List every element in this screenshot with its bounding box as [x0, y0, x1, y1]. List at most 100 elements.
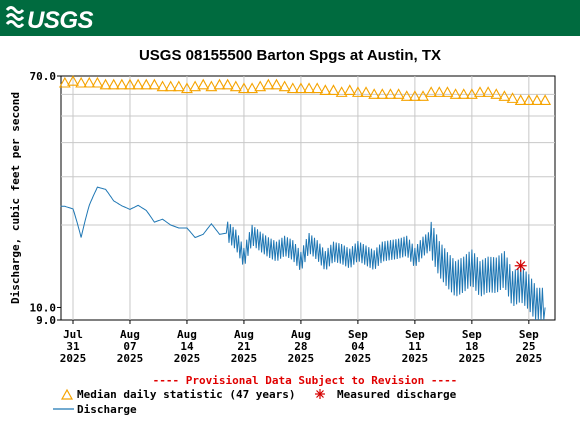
median-point: [457, 88, 470, 99]
median-point: [75, 76, 88, 88]
discharge-series: [60, 186, 546, 321]
x-tick-label-line: 2025: [60, 352, 87, 365]
median-point: [351, 86, 364, 97]
median-point: [83, 76, 96, 88]
median-point: [205, 80, 218, 92]
median-point: [172, 80, 185, 92]
median-point: [490, 88, 503, 99]
triangle-marker-icon: [60, 388, 74, 400]
x-tick-label-line: 14: [180, 340, 194, 353]
x-tick-label-line: 2025: [231, 352, 258, 365]
median-point: [514, 94, 527, 105]
usgs-wave-icon: [5, 6, 25, 28]
median-point: [140, 78, 153, 90]
plot-grid: [61, 76, 555, 320]
median-point: [311, 82, 324, 94]
median-point: [343, 84, 356, 95]
x-tick-label-line: 07: [123, 340, 136, 353]
legend-item-median: Median daily statistic (47 years): [60, 388, 296, 401]
x-tick-label-line: Aug: [120, 328, 140, 341]
x-tick-label-line: 2025: [174, 352, 201, 365]
x-tick-label-line: 2025: [402, 352, 429, 365]
measured-point: [514, 259, 527, 272]
x-tick-label-line: Sep: [405, 328, 425, 341]
median-point: [156, 80, 169, 92]
x-axis-ticks: Jul312025Aug072025Aug142025Aug212025Aug2…: [60, 320, 542, 365]
median-point: [327, 84, 340, 95]
x-tick-label-line: 21: [237, 340, 251, 353]
median-point: [441, 86, 454, 97]
median-point: [229, 80, 242, 92]
x-tick-label-line: Aug: [177, 328, 197, 341]
usgs-header-bar: [0, 0, 580, 36]
median-point: [522, 94, 535, 105]
chart-title: USGS 08155500 Barton Spgs at Austin, TX: [139, 47, 441, 64]
median-point: [189, 80, 202, 92]
y-tick-label: 70.0: [30, 70, 57, 83]
median-point: [303, 82, 315, 94]
usgs-logo[interactable]: USGS: [5, 6, 94, 34]
x-tick-label-line: 04: [351, 340, 365, 353]
median-point: [384, 88, 397, 99]
median-point: [221, 78, 234, 90]
y-tick-label: 9.0: [36, 314, 56, 327]
provisional-note: ---- Provisional Data Subject to Revisio…: [153, 374, 458, 387]
x-tick-label-line: 2025: [459, 352, 486, 365]
median-point: [400, 90, 413, 101]
median-point: [238, 82, 250, 94]
legend-item-measured: Measured discharge: [315, 388, 457, 401]
x-tick-label-line: 11: [408, 340, 422, 353]
asterisk-marker-icon: [315, 389, 325, 399]
median-point: [270, 78, 283, 90]
median-point: [124, 78, 136, 90]
x-tick-label-line: 2025: [345, 352, 372, 365]
x-tick-label-line: 2025: [516, 352, 543, 365]
x-tick-label-line: Sep: [462, 328, 482, 341]
median-point: [58, 76, 71, 88]
usgs-logo-text: USGS: [27, 7, 94, 34]
median-point: [539, 94, 552, 105]
median-point: [425, 86, 438, 97]
median-point: [164, 80, 177, 92]
legend: Median daily statistic (47 years) Measur…: [53, 388, 457, 416]
median-point: [254, 80, 267, 92]
median-point: [278, 80, 291, 92]
y-axis-label: Discharge, cubic feet per second: [9, 92, 22, 304]
median-point: [376, 88, 389, 99]
median-point: [408, 90, 421, 101]
median-point: [99, 78, 112, 90]
median-point: [498, 90, 511, 101]
x-tick-label-line: Jul: [63, 328, 83, 341]
legend-label-median: Median daily statistic (47 years): [77, 388, 296, 401]
median-point: [181, 82, 193, 94]
x-tick-label-line: 31: [66, 340, 80, 353]
median-point: [294, 82, 307, 94]
x-tick-label-line: Sep: [348, 328, 368, 341]
discharge-line: [60, 186, 546, 321]
median-point: [286, 82, 299, 94]
median-point: [449, 88, 462, 99]
median-point: [67, 75, 79, 86]
median-point: [197, 78, 210, 90]
x-tick-label-line: Sep: [519, 328, 539, 341]
median-series: [58, 75, 552, 105]
legend-label-measured: Measured discharge: [337, 388, 457, 401]
median-point: [482, 86, 495, 97]
median-point: [465, 88, 478, 99]
x-tick-label-line: 18: [465, 340, 478, 353]
y-tick-label: 10.0: [30, 301, 57, 314]
median-point: [91, 76, 104, 88]
median-point: [262, 78, 275, 90]
median-point: [417, 90, 429, 101]
legend-item-discharge: Discharge: [53, 403, 137, 416]
x-tick-label-line: Aug: [234, 328, 254, 341]
median-point: [360, 86, 372, 97]
median-point: [107, 78, 120, 90]
